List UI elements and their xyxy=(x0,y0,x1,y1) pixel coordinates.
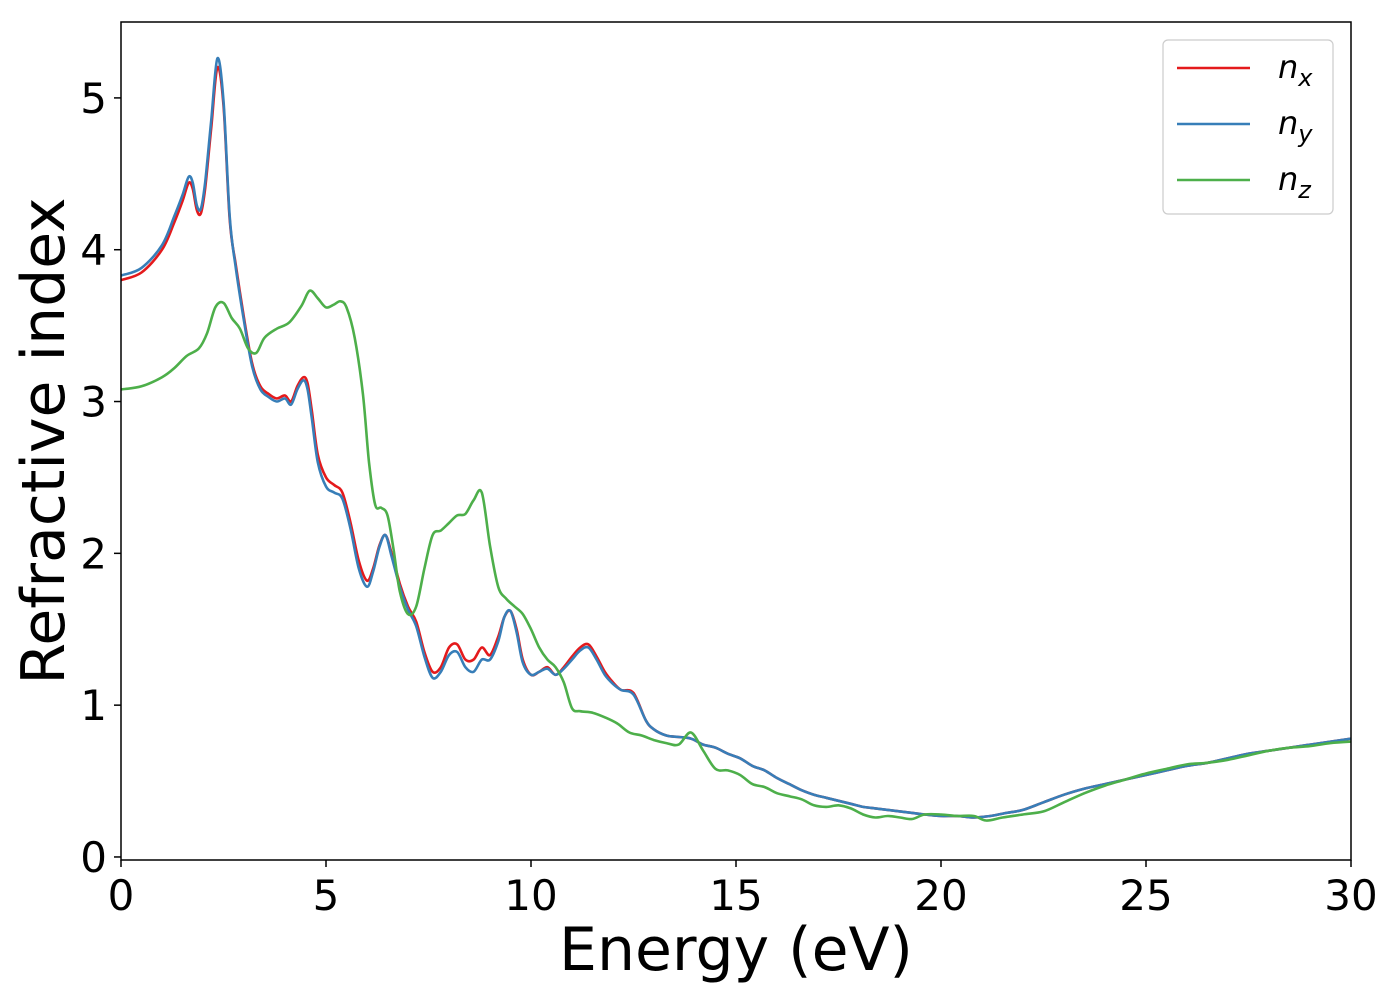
legend-label-base: n xyxy=(1278,104,1298,142)
x-tick-label: 5 xyxy=(313,871,340,920)
legend-label-base: n xyxy=(1278,160,1298,198)
legend-label-y: ny xyxy=(1278,104,1313,148)
series-layer xyxy=(120,56,1352,822)
legend-label-subscript: x xyxy=(1297,64,1313,92)
y-tick-label: 1 xyxy=(80,681,107,730)
y-tick-label: 5 xyxy=(80,74,107,123)
legend-box xyxy=(1162,39,1334,215)
y-tick-label: 4 xyxy=(80,226,107,275)
y-axis-label: Refractive index xyxy=(9,197,79,684)
x-tick-label: 30 xyxy=(1324,871,1377,920)
legend-label-base: n xyxy=(1278,48,1298,86)
x-tick-label: 15 xyxy=(709,871,762,920)
legend-label-z: nz xyxy=(1278,160,1312,204)
legend-label-subscript: y xyxy=(1297,120,1313,148)
y-axis-ticks: 0 1 2 3 4 5 xyxy=(80,74,121,882)
x-tick-label: 25 xyxy=(1119,871,1172,920)
series-line-n-z xyxy=(120,289,1352,822)
legend-label-x: nx xyxy=(1278,48,1313,92)
x-axis-ticks: 0 5 10 15 20 25 30 xyxy=(108,860,1378,920)
legend-label-subscript: z xyxy=(1297,176,1312,204)
y-tick-label: 0 xyxy=(80,833,107,882)
x-tick-label: 20 xyxy=(914,871,967,920)
x-tick-label: 0 xyxy=(108,871,135,920)
x-axis-label: Energy (eV) xyxy=(559,915,913,985)
y-tick-label: 3 xyxy=(80,378,107,427)
x-tick-label: 10 xyxy=(504,871,557,920)
y-tick-label: 2 xyxy=(80,529,107,578)
